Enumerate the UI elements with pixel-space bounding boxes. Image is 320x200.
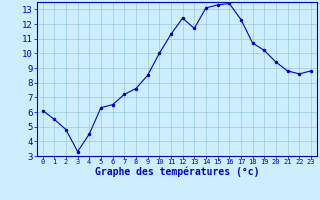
X-axis label: Graphe des températures (°c): Graphe des températures (°c)	[94, 166, 259, 177]
